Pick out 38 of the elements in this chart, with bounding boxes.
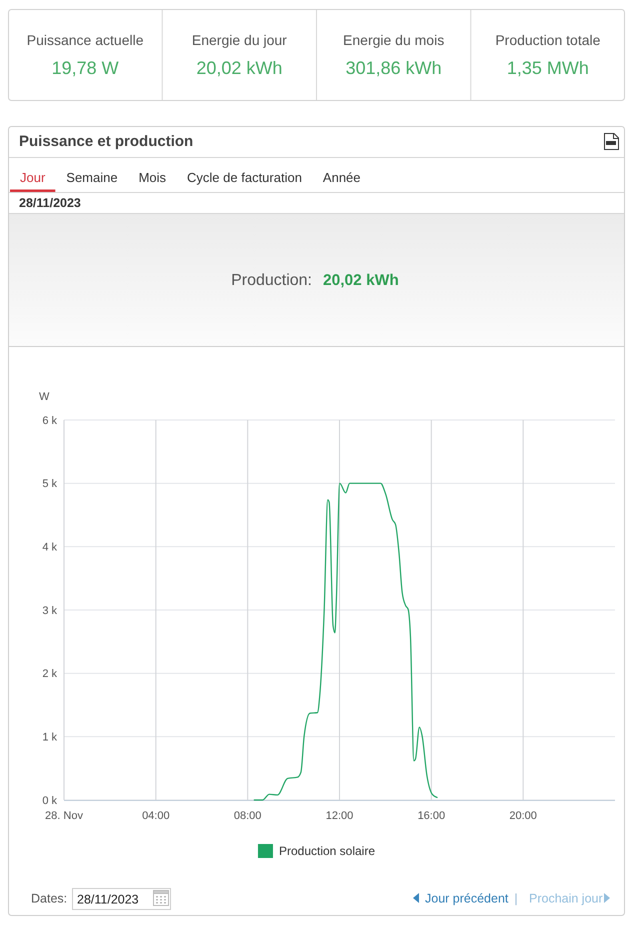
y-tick-label: 1 k <box>42 732 58 744</box>
x-tick-label: 16:00 <box>418 810 446 822</box>
text: Prochain jour <box>529 891 603 906</box>
line-series <box>254 482 438 801</box>
text: Energie du mois <box>343 32 444 48</box>
y-tick-label: 5 k <box>42 478 58 490</box>
text: Energie du jour <box>192 32 288 48</box>
y-tick-label: 0 k <box>42 794 58 807</box>
text: | <box>514 891 518 906</box>
y-tick-label: 4 k <box>42 542 58 554</box>
x-tick-label: 12:00 <box>326 810 354 822</box>
text: 301,86 kWh <box>346 58 442 78</box>
text: Année <box>322 170 361 185</box>
text: 20,02 kWh <box>323 272 399 289</box>
y-tick-label: 6 k <box>42 414 58 427</box>
text: 28/11/2023 <box>77 892 139 906</box>
text: Dates: <box>31 891 68 906</box>
x-tick-label: 28. Nov <box>45 810 84 822</box>
text: Production: <box>231 272 312 289</box>
x-tick-label: 08:00 <box>234 810 262 822</box>
text: Mois <box>138 170 167 185</box>
text: Semaine <box>66 170 118 185</box>
text: 20,02 kWh <box>196 58 282 78</box>
y-tick-label: 3 k <box>42 604 58 617</box>
legend-label: Production solaire <box>278 844 376 858</box>
text: 1,35 MWh <box>506 58 589 78</box>
text: Puissance actuelle <box>26 32 144 48</box>
x-tick-label: 04:00 <box>142 810 170 822</box>
chart-title: Puissance et production <box>19 133 194 150</box>
y-axis-title: W <box>39 391 50 403</box>
text: 19,78 W <box>52 58 119 78</box>
text: Jour <box>20 170 46 185</box>
chart-subtitle: 28/11/2023 <box>19 196 81 210</box>
text: Jour précédent <box>425 891 509 906</box>
text: Production totale <box>495 32 601 48</box>
text: Cycle de facturation <box>187 170 302 185</box>
y-tick-label: 2 k <box>42 668 58 680</box>
x-tick-label: 20:00 <box>509 810 537 822</box>
